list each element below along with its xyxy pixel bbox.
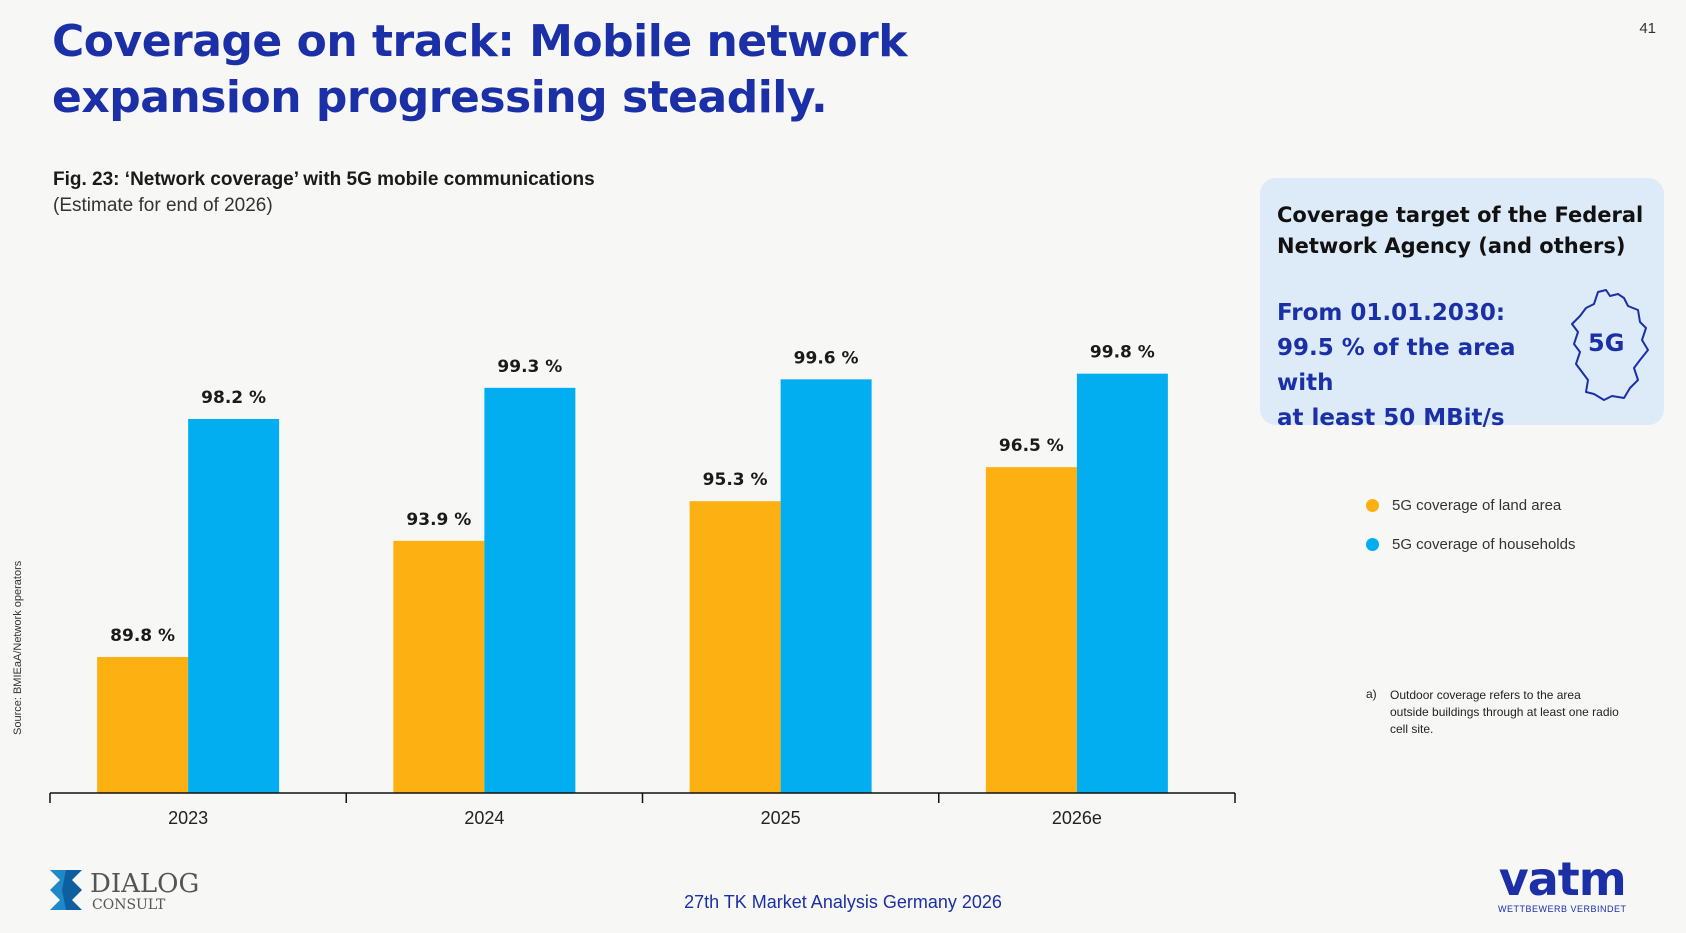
coverage-target-heading: Coverage target of the Federal Network A… [1277,203,1644,258]
target-line: 99.5 % of the area with [1277,335,1516,396]
bar-land-area [985,467,1077,793]
footnote-mark: a) [1366,687,1377,701]
data-label: 96.5 % [999,436,1064,456]
bar-chart: 89.8 % 98.2 % 2023 93.9 % 99.3 % 2024 95.3 % 99… [49,343,1236,828]
x-tick-label: 2024 [464,808,504,828]
data-label: 99.6 % [794,348,859,368]
x-tick-label: 2023 [168,808,208,828]
target-line: From 01.01.2030: [1277,300,1506,326]
germany-map-icon [1571,289,1649,401]
footnote-text: Outdoor coverage refers to the area outs… [1390,688,1619,736]
bar-households [780,379,872,793]
svg-text:CONSULT: CONSULT [92,897,166,913]
bar-households [188,419,280,793]
data-label: 95.3 % [703,470,768,490]
bar-land-area [393,540,485,793]
x-tick-label: 2025 [761,808,801,828]
dialog-consult-logo: DIALOG CONSULT [48,864,199,919]
target-line: at least 50 MBit/s [1277,405,1505,431]
data-label: 93.9 % [406,510,471,530]
bar-land-area [689,501,781,793]
legend-swatch [1366,499,1379,512]
vatm-logo: vatm WETTBEWERB VERBINDET [1498,856,1627,914]
coverage-target-box [1260,178,1664,425]
dialog-consult-icon: DIALOG CONSULT [50,869,199,913]
coverage-target-text: From 01.01.2030: 99.5 % of the area with… [1277,296,1577,436]
bar-households [484,387,576,793]
vatm-wordmark: vatm [1498,852,1627,906]
data-label: 99.3 % [497,357,562,377]
footer-title: 27th TK Market Analysis Germany 2026 [684,892,1002,912]
bar-land-area [97,657,189,793]
svg-text:DIALOG: DIALOG [90,869,198,899]
data-label: 89.8 % [110,626,175,646]
legend-label: 5G coverage of households [1392,536,1576,553]
legend-swatch [1366,538,1379,551]
page-title: Coverage on track: Mobile network expans… [52,16,908,123]
data-label: 99.8 % [1090,343,1155,363]
legend-item-land-area: 5G coverage of land area [1366,497,1561,514]
legend-label: 5G coverage of land area [1392,497,1562,514]
map-5g-label: 5G [1588,329,1625,357]
bar-households [1076,373,1168,793]
legend-item-households: 5G coverage of households [1366,536,1575,553]
vatm-tagline: WETTBEWERB VERBINDET [1498,904,1627,914]
page-number: 41 [1639,20,1656,37]
x-tick-label: 2026e [1052,808,1102,828]
figure-title: Fig. 23: ‘Network coverage’ with 5G mobi… [53,169,595,190]
data-label: 98.2 % [201,388,266,408]
figure-subtitle: (Estimate for end of 2026) [53,195,273,216]
